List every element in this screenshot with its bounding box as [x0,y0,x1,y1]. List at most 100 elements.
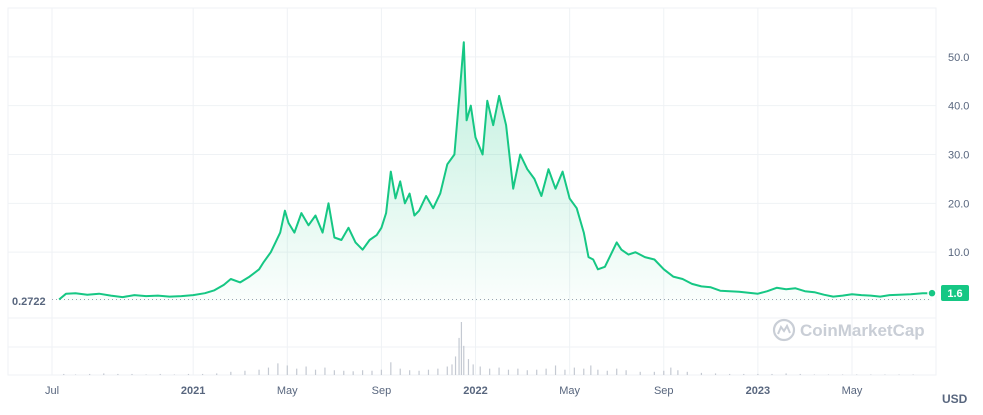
volume-bar [333,370,335,375]
volume-bar [201,373,204,375]
volume-bar [74,374,77,375]
volume-bar [813,374,815,375]
y-tick-label: 20.0 [948,198,969,210]
volume-bar [639,371,641,375]
price-line [58,41,932,301]
current-price-badge-bg [941,285,969,301]
currency-label: USD [942,392,968,406]
x-tick-label: 2023 [746,385,770,397]
volume-bar [472,364,474,375]
volume-bar [606,370,608,375]
volume-bar [898,374,900,375]
volume-bar [771,373,773,375]
volume-bar [451,364,453,375]
volume-bar [216,373,218,375]
volume-bar [173,374,175,375]
y-tick-label: 10.0 [948,247,969,259]
x-tick-label: May [842,385,863,397]
volume-bar [677,370,679,375]
volume-bar [324,367,326,375]
watermark: CoinMarketCap [772,318,925,342]
volume-bar [230,371,232,375]
volume-bar [446,366,448,375]
volume-bar [103,373,105,375]
volume-bar [564,369,566,375]
volume-bar [507,369,510,375]
volume-bar [912,374,914,375]
volume-bar [296,368,298,375]
volume-bar [159,373,161,375]
volume-bar [489,368,491,375]
volume-bar [89,373,91,375]
volume-bar [258,369,260,375]
volume-bar [343,370,345,375]
volume-bar [785,373,787,375]
current-price-value: 1.6 [947,288,962,300]
volume-bar [131,373,133,375]
volume-bar [187,373,190,375]
volume-bar [743,373,745,375]
volume-bar [380,369,383,375]
start-value-label: 0.2722 [12,296,46,308]
volume-bar [729,373,731,375]
volume-bar [458,337,460,375]
volume-bar [399,368,401,375]
volume-bar [286,365,288,375]
volume-bar [841,374,844,375]
x-tick-label: May [559,385,580,397]
current-price-badge: 1.6 [941,285,969,301]
volume-bar [884,374,886,375]
price-area [59,42,933,301]
volume-bar [799,373,801,375]
y-tick-label: 40.0 [948,101,969,113]
current-price-dot [927,288,937,298]
y-tick-label: 30.0 [948,150,969,162]
x-tick-label: Sep [654,385,674,397]
volume-bar [625,370,627,375]
volume-bar [277,363,279,375]
x-tick-label: Sep [372,385,392,397]
volume-bar [517,368,519,375]
volume-bar [314,369,317,375]
volume-bar [479,366,481,375]
volume-bar [418,370,420,375]
volume-bar [653,371,655,375]
volume-bar [427,369,430,375]
volume-bar [267,367,270,375]
volume-bar [244,370,246,375]
chart-frame [7,7,937,376]
volume-bar [305,366,307,375]
volume-bar [554,365,557,375]
volume-bar [757,373,759,375]
volume-bar [390,362,392,375]
volume-bar [526,370,528,375]
volume-bar [663,370,665,375]
volume-bar [467,359,470,375]
volume-bar [371,370,373,375]
x-tick-label: May [277,385,298,397]
volume-bar [714,373,717,375]
volume-bar [545,368,547,375]
volume-bar [583,368,585,375]
volume-bar [597,369,599,375]
coinmarketcap-logo-icon [772,318,796,342]
volume-bar [700,372,703,375]
volume-bar [573,367,575,375]
volume-bar [454,356,457,375]
area-layer [58,41,937,301]
volume-bar [590,365,592,375]
volume-bar [670,367,672,375]
volume-bar [536,369,538,375]
volume-bar [352,371,354,375]
volume-bar [870,374,872,375]
volume-bar [827,374,830,375]
x-tick-label: 2021 [181,385,205,397]
volume-bar [616,368,618,375]
volume-bar [409,370,411,375]
volume-bar [463,345,465,375]
volume-layer [63,322,914,375]
x-tick-label: Jul [45,385,59,397]
volume-bar [460,322,463,375]
